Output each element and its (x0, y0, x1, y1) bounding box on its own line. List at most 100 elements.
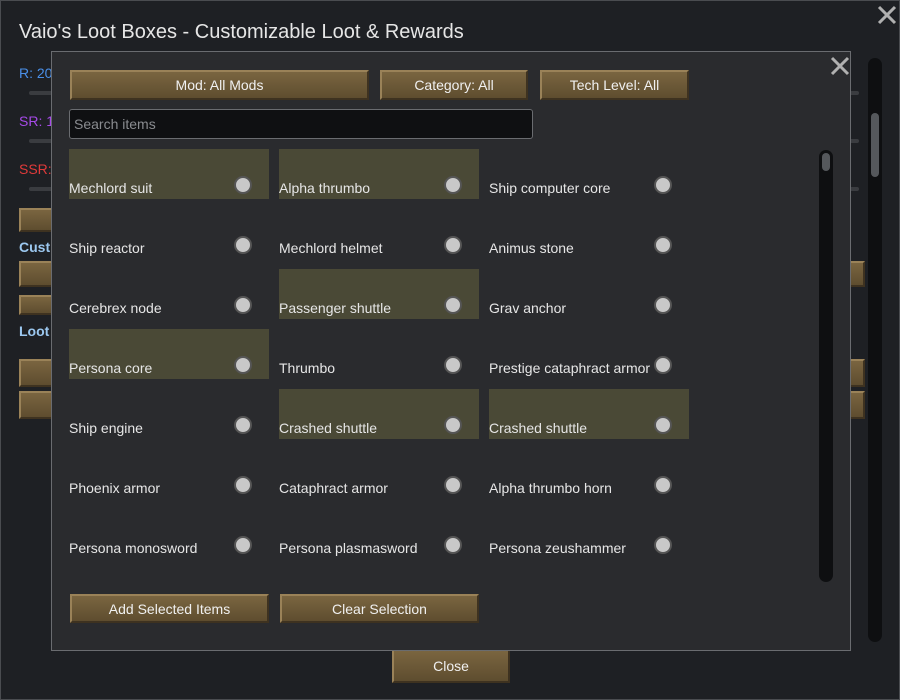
item-icon (444, 536, 462, 554)
dialog: Mod: All Mods Category: All Tech Level: … (51, 51, 851, 651)
item-icon (654, 296, 672, 314)
item-icon-shape (444, 536, 462, 554)
filter-button[interactable]: Category: All (380, 70, 528, 100)
item-icon-shape (234, 476, 252, 494)
item-icon-shape (234, 356, 252, 374)
item-icon (654, 536, 672, 554)
scrollbar-thumb[interactable] (871, 113, 879, 177)
item-cell[interactable]: Persona monosword (69, 509, 269, 559)
item-icon-shape (654, 296, 672, 314)
item-cell[interactable]: Persona plasmasword (279, 509, 479, 559)
item-cell[interactable]: Ship engine (69, 389, 269, 439)
item-label: Phoenix armor (69, 480, 161, 496)
item-label: Ship reactor (69, 240, 145, 256)
item-cell[interactable]: Thrumbo (279, 329, 479, 379)
scrollbar-track (819, 150, 833, 582)
item-label: Alpha thrumbo horn (489, 480, 612, 496)
item-cell[interactable]: Alpha thrumbo (279, 149, 479, 199)
item-icon (654, 356, 672, 374)
item-label: Persona core (69, 360, 153, 376)
scrollbar-thumb[interactable] (822, 153, 830, 171)
item-label: Mechlord suit (69, 180, 153, 196)
item-icon-shape (444, 236, 462, 254)
item-icon-shape (234, 296, 252, 314)
background-label: Loot (19, 323, 50, 339)
item-label: Ship computer core (489, 180, 611, 196)
item-icon-shape (444, 416, 462, 434)
item-cell[interactable]: Grav anchor (489, 269, 689, 319)
item-cell[interactable]: Ship reactor (69, 209, 269, 259)
item-cell[interactable]: Persona core (69, 329, 269, 379)
item-icon-shape (654, 416, 672, 434)
clear-selection-button[interactable]: Clear Selection (280, 594, 479, 623)
item-label: Crashed shuttle (489, 420, 588, 436)
item-icon-shape (444, 356, 462, 374)
item-label: Animus stone (489, 240, 574, 256)
item-label: Grav anchor (489, 300, 567, 316)
item-icon (444, 236, 462, 254)
item-icon-shape (444, 296, 462, 314)
item-label: Mechlord helmet (279, 240, 383, 256)
item-cell[interactable]: Prestige cataphract armor (489, 329, 689, 379)
item-cell[interactable]: Cerebrex node (69, 269, 269, 319)
item-label: Cataphract armor (279, 480, 388, 496)
item-cell[interactable]: Phoenix armor (69, 449, 269, 499)
item-icon (654, 476, 672, 494)
item-cell[interactable]: Persona zeushammer (489, 509, 689, 559)
item-icon-shape (234, 236, 252, 254)
item-icon-shape (654, 356, 672, 374)
item-icon (444, 416, 462, 434)
item-label: Persona zeushammer (489, 540, 626, 556)
item-label: Ship engine (69, 420, 143, 436)
item-icon-shape (234, 536, 252, 554)
item-cell[interactable]: Mechlord helmet (279, 209, 479, 259)
item-cell[interactable]: Passenger shuttle (279, 269, 479, 319)
item-cell[interactable]: Cataphract armor (279, 449, 479, 499)
item-label: Persona monosword (69, 540, 198, 556)
item-icon (234, 236, 252, 254)
background-label: R: 20 (19, 65, 53, 81)
background-label: SR: 1 (19, 113, 55, 129)
item-cell[interactable]: Crashed shuttle (489, 389, 689, 439)
item-icon-shape (654, 236, 672, 254)
item-icon (654, 236, 672, 254)
item-icon-shape (234, 416, 252, 434)
item-icon-shape (234, 176, 252, 194)
item-icon (234, 476, 252, 494)
item-cell[interactable]: Ship computer core (489, 149, 689, 199)
close-button[interactable]: Close (392, 649, 510, 683)
background-label: SSR: (19, 161, 52, 177)
filter-button[interactable]: Mod: All Mods (70, 70, 369, 100)
item-icon (654, 416, 672, 434)
add-selected-button[interactable]: Add Selected Items (70, 594, 269, 623)
item-icon (234, 356, 252, 374)
item-icon (444, 176, 462, 194)
item-label: Crashed shuttle (279, 420, 378, 436)
item-label: Persona plasmasword (279, 540, 418, 556)
item-icon-shape (444, 476, 462, 494)
item-icon (234, 416, 252, 434)
item-cell[interactable]: Alpha thrumbo horn (489, 449, 689, 499)
item-icon-shape (654, 536, 672, 554)
item-icon (444, 476, 462, 494)
background-label: Cust (19, 239, 51, 255)
item-icon (234, 536, 252, 554)
filter-button[interactable]: Tech Level: All (540, 70, 689, 100)
item-label: Passenger shuttle (279, 300, 392, 316)
window-close-icon[interactable] (875, 3, 899, 27)
item-label: Prestige cataphract armor (489, 360, 651, 376)
item-cell[interactable]: Crashed shuttle (279, 389, 479, 439)
search-input[interactable]: Search items (69, 109, 533, 139)
item-icon (444, 296, 462, 314)
item-icon (654, 176, 672, 194)
item-label: Thrumbo (279, 360, 336, 376)
item-label: Alpha thrumbo (279, 180, 371, 196)
window-title: Vaio's Loot Boxes - Customizable Loot & … (19, 21, 464, 43)
item-icon-shape (444, 176, 462, 194)
scrollbar-track (868, 58, 882, 642)
item-icon-shape (654, 176, 672, 194)
item-cell[interactable]: Mechlord suit (69, 149, 269, 199)
item-cell[interactable]: Animus stone (489, 209, 689, 259)
dialog-close-icon[interactable] (828, 54, 852, 78)
